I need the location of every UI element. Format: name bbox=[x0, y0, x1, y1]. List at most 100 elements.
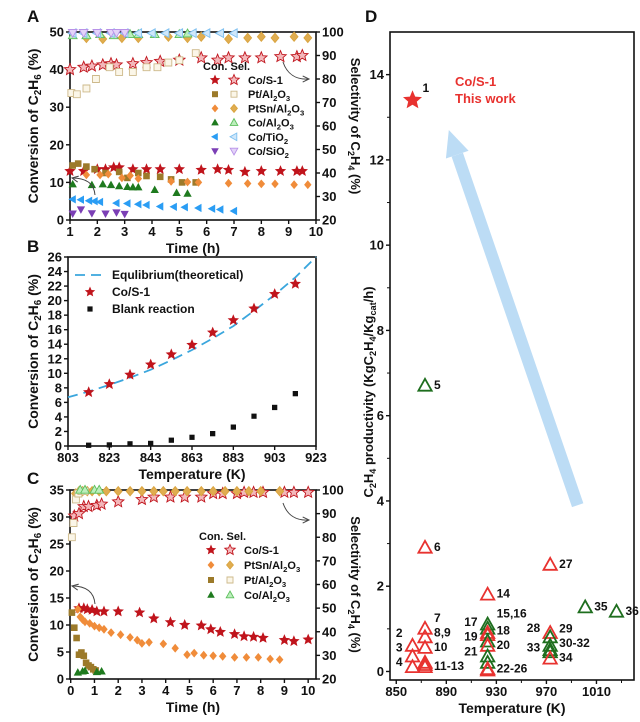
selectivity-point bbox=[149, 485, 159, 497]
y-tick-label: 30 bbox=[50, 100, 64, 115]
selectivity-point bbox=[244, 485, 254, 497]
x-axis-title: Time (h) bbox=[166, 240, 220, 256]
conversion-point bbox=[302, 633, 314, 645]
legend-marker-selectivity bbox=[226, 560, 234, 570]
conversion-point bbox=[115, 181, 124, 190]
conversion-point bbox=[138, 639, 146, 648]
this-work-star bbox=[403, 90, 422, 109]
selectivity-point bbox=[94, 497, 109, 510]
literature-point bbox=[416, 654, 434, 669]
conversion-point bbox=[179, 619, 191, 630]
x-tick-label: 843 bbox=[140, 450, 162, 465]
panel-label: C bbox=[27, 469, 39, 488]
selectivity-point bbox=[146, 28, 156, 39]
literature-point bbox=[541, 643, 559, 659]
conversion-point bbox=[257, 632, 269, 643]
point-label: 2 bbox=[396, 626, 403, 640]
selectivity-point bbox=[92, 29, 103, 39]
x-tick-label: 1 bbox=[66, 224, 73, 239]
x-tick-label: 4 bbox=[162, 683, 170, 698]
point-label: 3 bbox=[396, 641, 403, 655]
x-tick-label: 5 bbox=[186, 683, 193, 698]
conversion-point bbox=[148, 612, 160, 624]
selectivity-point bbox=[287, 485, 301, 499]
conversion-point bbox=[133, 606, 146, 618]
conversion-point bbox=[82, 170, 91, 180]
conversion-point bbox=[242, 653, 251, 662]
point-label: 15,16 bbox=[497, 607, 527, 621]
y-tick-label: 0 bbox=[377, 664, 384, 679]
conversion-point bbox=[296, 165, 308, 176]
conversion-point bbox=[104, 169, 112, 179]
y2-tick-label: 90 bbox=[322, 48, 336, 63]
x-tick-label: 903 bbox=[264, 450, 286, 465]
y-tick-label: 0 bbox=[57, 672, 64, 687]
y2-tick-label: 20 bbox=[322, 213, 336, 228]
point-label: 28 bbox=[527, 621, 541, 635]
conversion-point bbox=[172, 188, 181, 196]
conversion-point bbox=[222, 164, 235, 175]
co-s1-point bbox=[124, 368, 136, 380]
trend-arrow-head bbox=[445, 130, 469, 159]
blank-point bbox=[168, 437, 174, 443]
literature-point bbox=[608, 602, 625, 618]
selectivity-point bbox=[82, 84, 91, 93]
conversion-point bbox=[91, 605, 103, 617]
point-label: 4 bbox=[396, 655, 403, 669]
conversion-point bbox=[68, 195, 76, 204]
y-tick-label: 40 bbox=[50, 62, 64, 77]
trend-arrow-shaft bbox=[451, 152, 584, 508]
left-axis-arrow bbox=[71, 585, 96, 605]
conversion-point bbox=[101, 210, 110, 218]
co-s1-point bbox=[248, 302, 260, 314]
co-s1-point bbox=[83, 386, 95, 398]
selectivity-point bbox=[78, 29, 89, 39]
selectivity-point bbox=[94, 484, 105, 494]
legend-entry: Equlibrium(theoretical) bbox=[112, 268, 243, 282]
conversion-point bbox=[134, 182, 143, 191]
selectivity-point bbox=[101, 485, 111, 497]
conversion-point bbox=[91, 165, 98, 173]
conversion-point bbox=[255, 165, 267, 176]
legend-entry: Blank reaction bbox=[112, 302, 195, 316]
literature-point bbox=[479, 654, 496, 669]
y-tick-label: 18 bbox=[48, 308, 62, 323]
conversion-point bbox=[190, 648, 198, 658]
conversion-point bbox=[64, 165, 76, 176]
y-tick-label: 14 bbox=[48, 337, 63, 352]
x-tick-label: 4 bbox=[148, 224, 156, 239]
conversion-point bbox=[71, 624, 78, 631]
conversion-point bbox=[98, 605, 110, 617]
selectivity-point bbox=[111, 494, 126, 508]
x-tick-label: 930 bbox=[486, 684, 508, 699]
conversion-point bbox=[87, 180, 96, 189]
conversion-point bbox=[224, 178, 233, 188]
selectivity-point bbox=[256, 31, 266, 42]
literature-point bbox=[416, 619, 434, 635]
conversion-point bbox=[133, 635, 141, 645]
conversion-point bbox=[155, 202, 164, 211]
conversion-point bbox=[215, 205, 224, 214]
point-label: 18 bbox=[497, 623, 511, 637]
legend-marker-conversion bbox=[211, 104, 219, 113]
conversion-point bbox=[87, 210, 96, 218]
x-tick-label: 8 bbox=[258, 224, 265, 239]
literature-point bbox=[577, 598, 594, 614]
conversion-point bbox=[126, 171, 134, 180]
x-tick-label: 803 bbox=[57, 450, 79, 465]
legend-marker-conversion bbox=[212, 91, 218, 98]
conversion-point bbox=[156, 173, 164, 181]
selectivity-point bbox=[153, 63, 162, 72]
x-tick-label: 883 bbox=[222, 450, 244, 465]
x-axis-title: Temperature (K) bbox=[458, 700, 565, 716]
y-tick-label: 50 bbox=[50, 25, 64, 40]
conversion-point bbox=[154, 163, 166, 175]
selectivity-point bbox=[208, 485, 218, 497]
panel-label: B bbox=[27, 237, 39, 256]
selectivity-point bbox=[85, 58, 99, 72]
legend-entry: Co/S-1 bbox=[244, 545, 279, 557]
conversion-point bbox=[118, 173, 126, 183]
selectivity-point bbox=[238, 50, 252, 64]
y2-tick-label: 100 bbox=[322, 483, 344, 498]
literature-point bbox=[479, 661, 496, 677]
